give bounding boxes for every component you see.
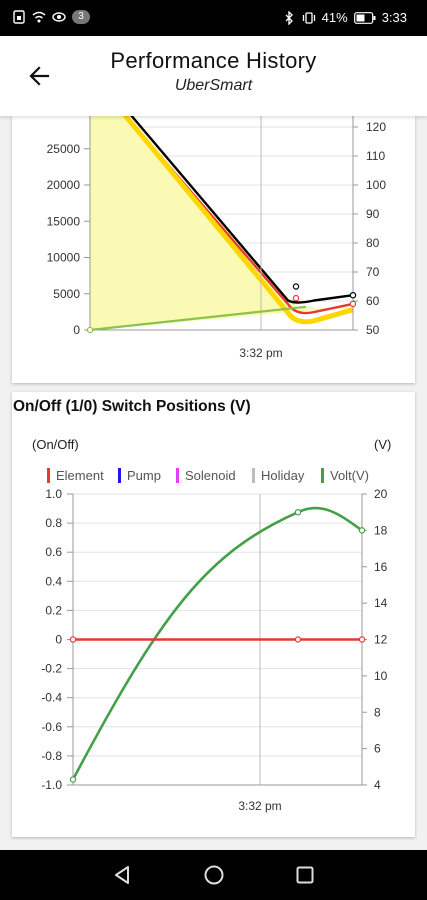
vibrate-icon [302, 11, 315, 24]
data-point [349, 300, 357, 308]
series-line [122, 116, 353, 325]
y-left-tick-label: 0.2 [45, 603, 62, 617]
sim-icon [13, 10, 25, 24]
y-left-tick-label: -1.0 [41, 778, 62, 792]
x-tick-label: 3:32 pm [239, 346, 282, 360]
performance-chart-card: 25000 20000 15000 10000 5000 0 120 110 100 90 80 70… [12, 116, 415, 383]
data-point [349, 291, 357, 299]
home-nav-icon[interactable] [203, 864, 225, 886]
y-right-axis-label: (V) [374, 437, 391, 452]
area-fill [90, 116, 353, 330]
arrow-left-icon[interactable] [26, 62, 54, 90]
y-left-tick-label: 0.6 [45, 545, 62, 559]
y-left-axis-label: (On/Off) [32, 437, 79, 452]
page-subtitle: UberSmart [174, 77, 253, 94]
legend-label: Volt(V) [330, 468, 369, 483]
y-right-tick-label: 14 [374, 596, 388, 610]
y-right-tick-label: 6 [374, 742, 381, 756]
data-point [294, 636, 302, 643]
battery-icon [353, 11, 376, 24]
y-right-tick-label: 100 [366, 178, 386, 192]
y-right-tick-label: 110 [366, 149, 385, 163]
status-bar: 3 41% 3:33 [0, 0, 427, 36]
x-tick-label: 3:32 pm [238, 799, 281, 813]
legend-swatch [47, 468, 50, 483]
y-left-tick-label: -0.8 [41, 749, 62, 763]
data-point [69, 776, 77, 783]
y-right-tick-label: 60 [366, 294, 380, 308]
switch-positions-chart: (On/Off) (V) Element Pump Solenoid Holiday Vol… [32, 437, 391, 813]
y-left-tick-label: 5000 [53, 287, 80, 301]
y-right-tick-label: 18 [374, 523, 388, 537]
switch-positions-card: On/Off (1/0) Switch Positions (V) (On/Of… [12, 392, 415, 837]
legend-swatch [176, 468, 179, 483]
data-point [292, 294, 300, 302]
back-nav-icon[interactable] [111, 864, 133, 886]
y-right-tick-label: 120 [366, 120, 386, 134]
battery-percent: 41% [321, 10, 348, 25]
data-point [358, 527, 366, 534]
y-left-tick-label: 0 [55, 633, 62, 647]
series-line [89, 305, 307, 332]
performance-chart: 25000 20000 15000 10000 5000 0 120 110 100 90 80 70… [47, 116, 386, 360]
y-left-tick-label: -0.6 [41, 720, 62, 734]
y-left-tick-label: 10000 [47, 251, 81, 265]
y-left-tick-label: -0.2 [41, 662, 62, 676]
system-nav-bar [0, 850, 427, 900]
series-line-volt [71, 506, 363, 781]
legend-swatch [118, 468, 121, 483]
recents-nav-icon[interactable] [294, 864, 316, 886]
y-right-tick-label: 70 [366, 265, 380, 279]
y-left-tick-label: 0 [73, 323, 80, 337]
legend-swatch [321, 468, 324, 483]
app-bar: Performance History UberSmart [0, 36, 427, 116]
y-right-tick-label: 90 [366, 207, 380, 221]
y-left-tick-label: -0.4 [41, 691, 62, 705]
y-left-tick-label: 1.0 [45, 487, 62, 501]
y-right-tick-label: 50 [366, 323, 380, 337]
chart-title: On/Off (1/0) Switch Positions (V) [13, 398, 251, 415]
y-right-tick-label: 12 [374, 633, 388, 647]
data-point [292, 283, 300, 290]
y-right-tick-label: 20 [374, 487, 388, 501]
clock: 3:33 [381, 10, 407, 25]
legend-label: Holiday [261, 468, 305, 483]
notification-count-badge: 3 [72, 10, 90, 24]
page-title: Performance History [110, 48, 317, 73]
y-right-tick-label: 4 [374, 778, 381, 792]
legend-label: Solenoid [185, 468, 236, 483]
data-point [358, 636, 366, 643]
data-point [86, 326, 94, 334]
data-point [69, 636, 77, 643]
y-right-tick-label: 8 [374, 705, 381, 719]
legend-label: Element [56, 468, 104, 483]
data-point [294, 508, 302, 516]
eye-icon [52, 12, 66, 22]
y-left-tick-label: 0.8 [45, 516, 62, 530]
series-line [130, 116, 353, 304]
legend-label: Pump [127, 468, 161, 483]
series-line [124, 116, 353, 315]
bluetooth-icon [285, 10, 293, 25]
y-right-tick-label: 10 [374, 669, 388, 683]
y-left-tick-label: 20000 [47, 178, 81, 192]
legend-swatch [252, 468, 255, 483]
y-left-tick-label: 0.4 [45, 574, 62, 588]
y-left-tick-label: 15000 [47, 214, 81, 228]
y-left-tick-label: 25000 [47, 142, 81, 156]
wifi-icon [32, 11, 46, 23]
y-right-tick-label: 80 [366, 236, 380, 250]
y-right-tick-label: 16 [374, 560, 388, 574]
